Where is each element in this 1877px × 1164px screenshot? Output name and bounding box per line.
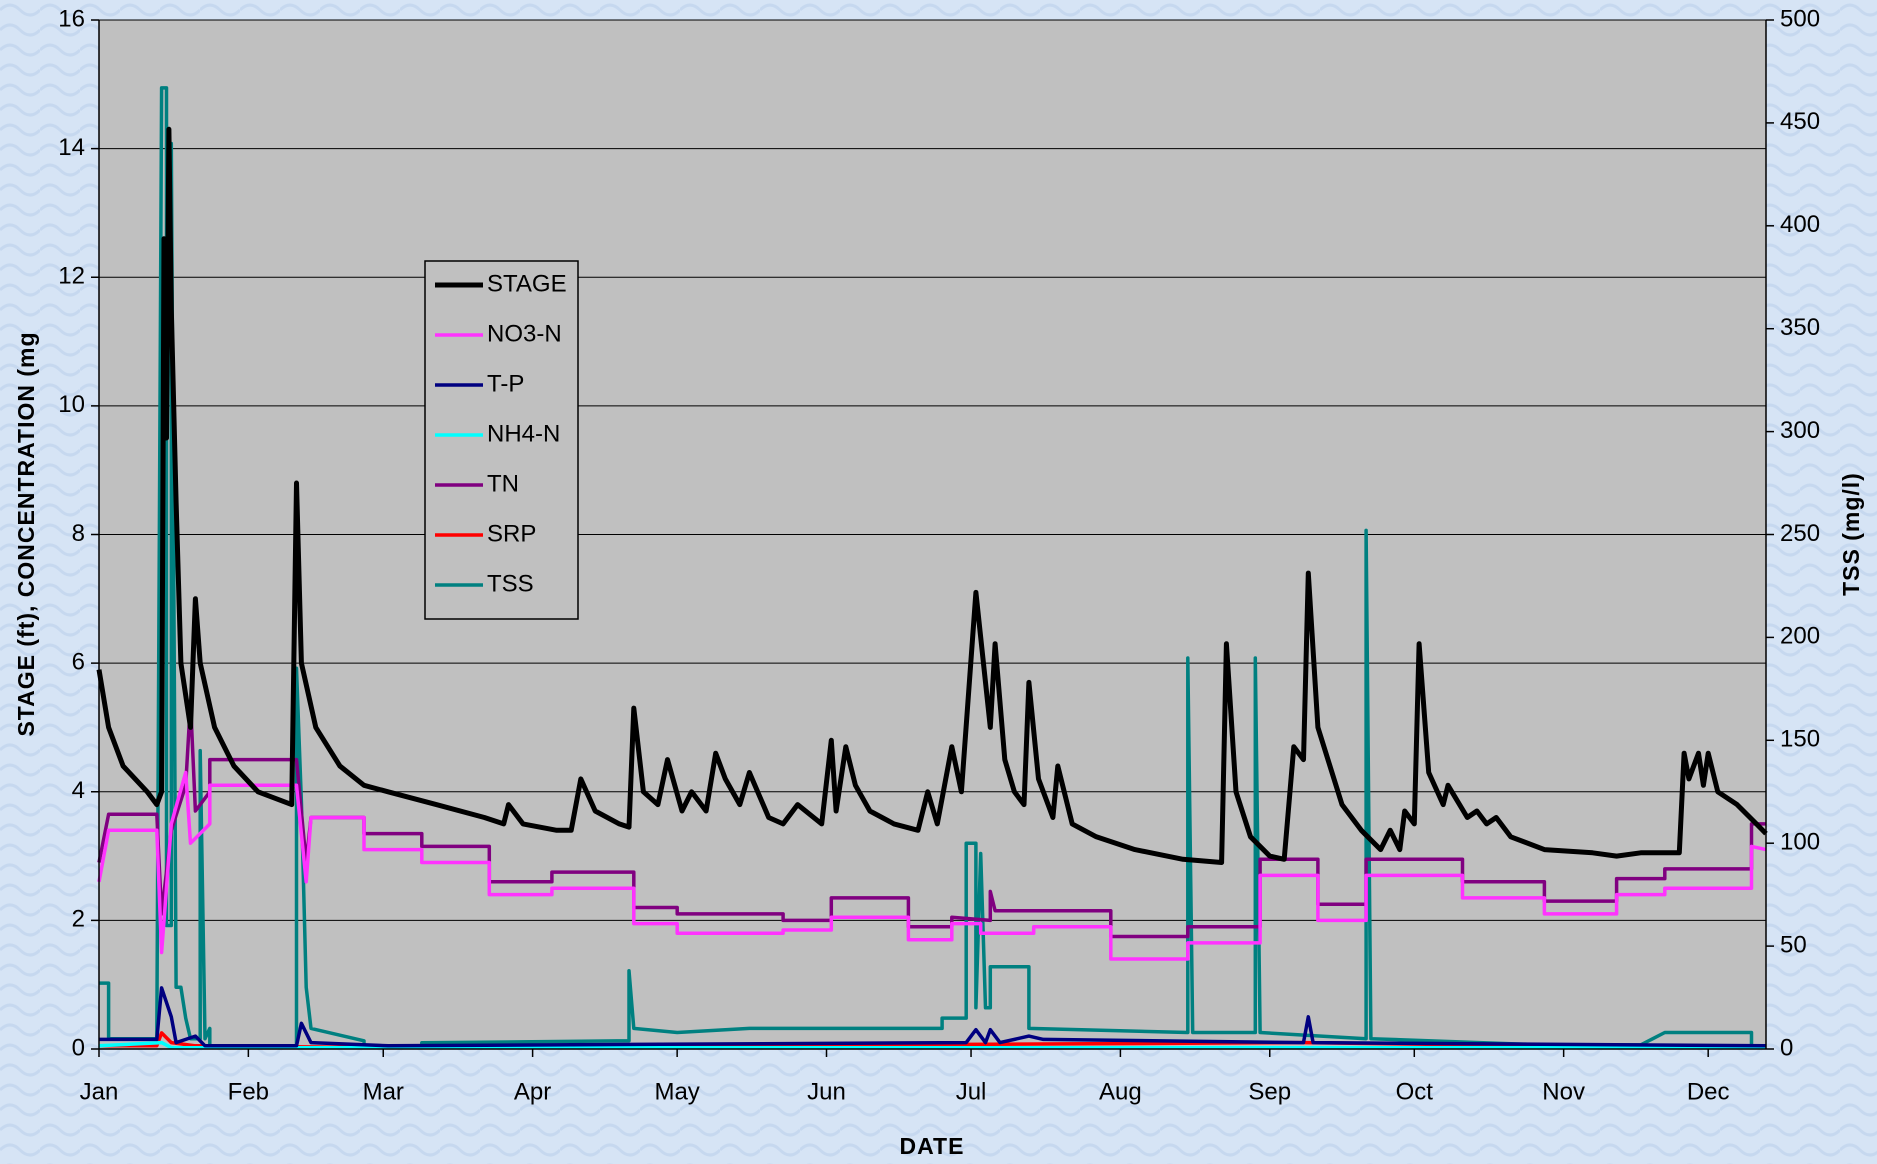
x-tick-label: Nov — [1542, 1078, 1585, 1105]
legend-label: T-P — [487, 370, 524, 397]
legend-label: TN — [487, 470, 519, 497]
y-tick-label: 8 — [72, 520, 85, 547]
legend-label: SRP — [487, 520, 536, 547]
y2-tick-label: 150 — [1780, 726, 1820, 753]
y2-tick-label: 0 — [1780, 1034, 1793, 1061]
y2-tick-label: 50 — [1780, 931, 1807, 958]
series-line — [96, 126, 1768, 865]
x-tick-label: May — [654, 1078, 699, 1105]
y2-tick-label: 450 — [1780, 108, 1820, 135]
y2-axis-title: TSS (mg/l) — [1838, 472, 1864, 596]
series-line — [99, 86, 1754, 1049]
legend-label: STAGE — [487, 270, 567, 297]
x-axis-title: DATE — [900, 1133, 965, 1159]
legend-box — [424, 260, 579, 620]
x-tick-label: Apr — [514, 1078, 551, 1105]
y2-tick-label: 350 — [1780, 314, 1820, 341]
y2-tick-label: 200 — [1780, 623, 1820, 650]
y2-tick-label: 100 — [1780, 829, 1820, 856]
y-tick-label: 4 — [72, 777, 85, 804]
x-tick-label: Aug — [1099, 1078, 1142, 1105]
x-tick-label: Jan — [80, 1078, 119, 1105]
y2-tick-label: 300 — [1780, 417, 1820, 444]
y-tick-label: 12 — [58, 263, 85, 290]
x-tick-label: Mar — [363, 1078, 404, 1105]
axes: 0 2 4 6 8 10 12 14 16 0 50 100 150 200 250 300 350 400 450… — [58, 5, 1820, 1105]
x-tick-label: Oct — [1396, 1078, 1434, 1105]
legend-label: NO3-N — [487, 320, 562, 347]
series-line — [97, 770, 1767, 961]
y-tick-label: 2 — [72, 906, 85, 933]
grid — [99, 19, 1766, 1050]
y-tick-label: 0 — [72, 1034, 85, 1061]
y-tick-label: 10 — [58, 391, 85, 418]
legend-label: NH4-N — [487, 420, 560, 447]
y2-tick-label: 250 — [1780, 520, 1820, 547]
y-tick-label: 16 — [58, 5, 85, 32]
x-tick-label: Jul — [956, 1078, 987, 1105]
legend-label: TSS — [487, 570, 534, 597]
x-tick-label: Sep — [1248, 1078, 1291, 1105]
x-tick-label: Dec — [1687, 1078, 1730, 1105]
x-tick-label: Jun — [807, 1078, 846, 1105]
series-line — [99, 986, 1767, 1048]
legend: STAGE NO3-N T-P NH4-N TN SRP TSS — [424, 260, 579, 620]
x-tick-label: Feb — [228, 1078, 269, 1105]
lines — [96, 86, 1768, 1050]
y2-tick-label: 500 — [1780, 5, 1820, 32]
series-line — [98, 1040, 1766, 1050]
y-tick-label: 6 — [72, 648, 85, 675]
y-tick-label: 14 — [58, 134, 85, 161]
y2-tick-label: 400 — [1780, 211, 1820, 238]
y-axis-title: STAGE (ft), CONCENTRATION (mg — [13, 331, 39, 736]
